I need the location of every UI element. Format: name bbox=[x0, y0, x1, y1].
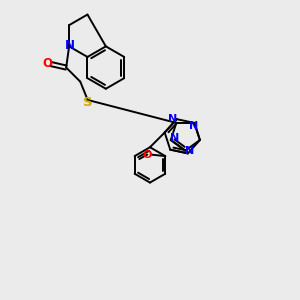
Text: N: N bbox=[65, 39, 75, 52]
Text: N: N bbox=[168, 114, 177, 124]
Text: O: O bbox=[42, 57, 52, 70]
Text: N: N bbox=[170, 133, 179, 143]
Text: N: N bbox=[189, 122, 198, 131]
Text: N: N bbox=[185, 146, 194, 156]
Text: O: O bbox=[142, 150, 152, 160]
Text: S: S bbox=[83, 96, 93, 109]
